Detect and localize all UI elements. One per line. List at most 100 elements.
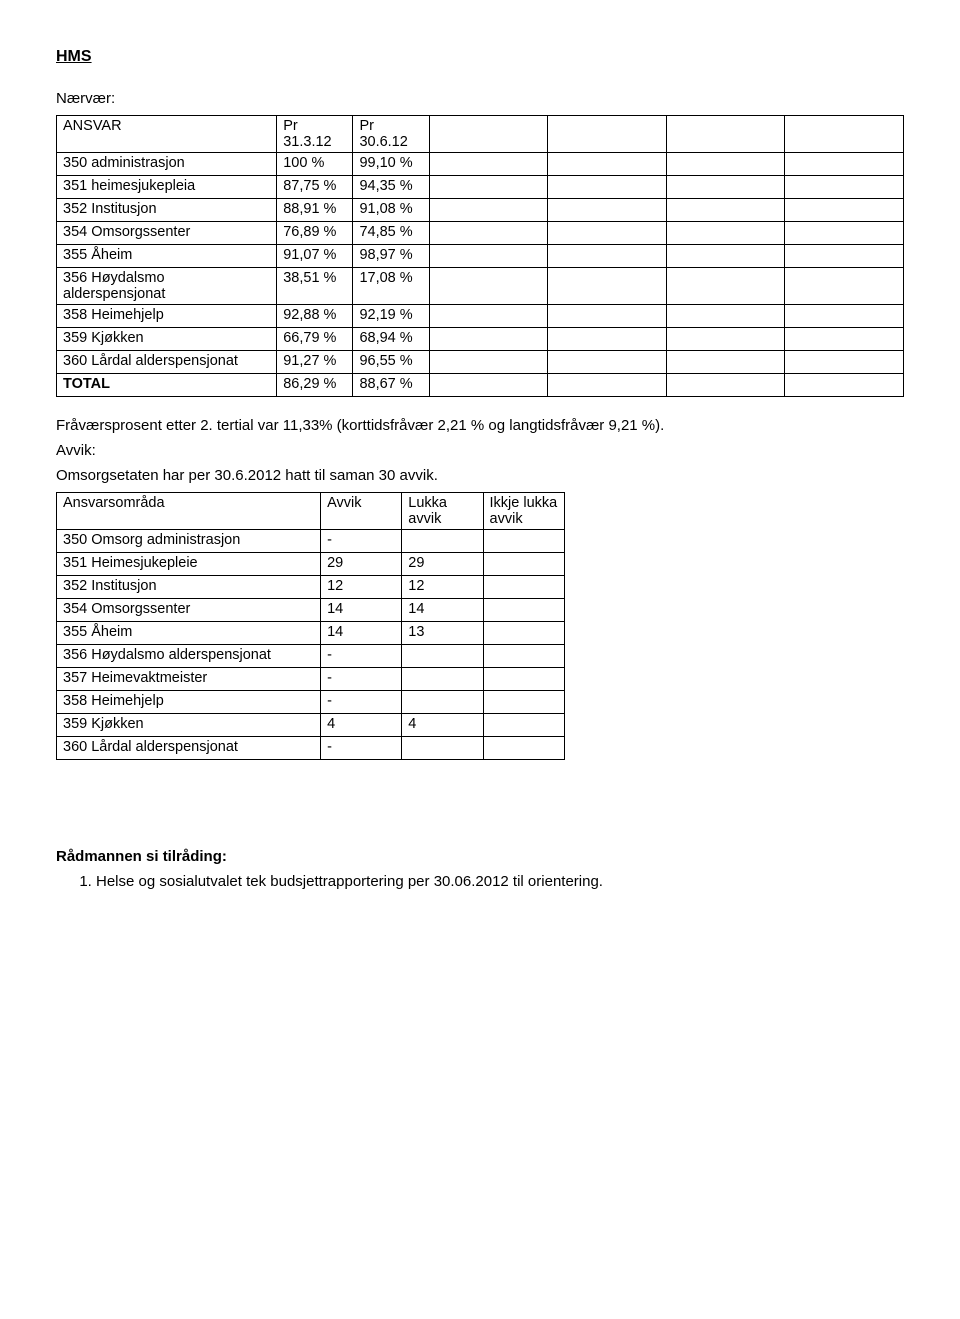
- table-cell: [666, 153, 785, 176]
- table-row: 350 administrasjon100 %99,10 %: [57, 153, 904, 176]
- table-cell: [785, 328, 904, 351]
- table-cell: 88,67 %: [353, 374, 429, 397]
- table-cell: [666, 374, 785, 397]
- table-cell: [483, 530, 564, 553]
- table-cell: [548, 305, 667, 328]
- table-row: 356 Høydalsmo alderspensjonat38,51 %17,0…: [57, 268, 904, 305]
- table-cell: [402, 691, 483, 714]
- table-cell: [429, 176, 548, 199]
- table-cell: 92,19 %: [353, 305, 429, 328]
- table-cell: -: [321, 691, 402, 714]
- table-header-cell: [548, 116, 667, 153]
- table-cell: [483, 737, 564, 760]
- table-cell: 355 Åheim: [57, 622, 321, 645]
- table-header-row: AnsvarsområdaAvvikLukka avvikIkkje lukka…: [57, 493, 565, 530]
- table-row: 360 Lårdal alderspensjonat91,27 %96,55 %: [57, 351, 904, 374]
- table-cell: 99,10 %: [353, 153, 429, 176]
- table-cell: [429, 268, 548, 305]
- table-cell: [548, 328, 667, 351]
- table-cell: 100 %: [277, 153, 353, 176]
- table-cell: [429, 199, 548, 222]
- table-cell: 360 Lårdal alderspensjonat: [57, 351, 277, 374]
- table-cell: [785, 176, 904, 199]
- table-cell: 94,35 %: [353, 176, 429, 199]
- table-row: 356 Høydalsmo alderspensjonat-: [57, 645, 565, 668]
- table-cell: 352 Institusjon: [57, 199, 277, 222]
- table-cell: [483, 599, 564, 622]
- table-row: 350 Omsorg administrasjon-: [57, 530, 565, 553]
- table-cell: [429, 374, 548, 397]
- table-cell: [785, 305, 904, 328]
- table-cell: [429, 245, 548, 268]
- table-cell: 354 Omsorgssenter: [57, 599, 321, 622]
- table-cell: 354 Omsorgssenter: [57, 222, 277, 245]
- table-row: 355 Åheim1413: [57, 622, 565, 645]
- table-cell: 14: [321, 622, 402, 645]
- table-cell: 358 Heimehjelp: [57, 305, 277, 328]
- table-cell: 91,07 %: [277, 245, 353, 268]
- table-cell: [785, 351, 904, 374]
- table-cell: [429, 222, 548, 245]
- table-cell: [483, 622, 564, 645]
- table-cell: 14: [321, 599, 402, 622]
- table-cell: 4: [402, 714, 483, 737]
- table-header-cell: ANSVAR: [57, 116, 277, 153]
- table-cell: 13: [402, 622, 483, 645]
- table-header-cell: Pr 31.3.12: [277, 116, 353, 153]
- table-cell: [548, 176, 667, 199]
- table-cell: [666, 328, 785, 351]
- table-header-cell: [429, 116, 548, 153]
- table-cell: 86,29 %: [277, 374, 353, 397]
- table-cell: [429, 351, 548, 374]
- table-cell: [402, 668, 483, 691]
- table-cell: [402, 737, 483, 760]
- table-cell: 68,94 %: [353, 328, 429, 351]
- table-header-cell: Avvik: [321, 493, 402, 530]
- table-cell: TOTAL: [57, 374, 277, 397]
- table-cell: 66,79 %: [277, 328, 353, 351]
- table-header-cell: [666, 116, 785, 153]
- table-cell: 14: [402, 599, 483, 622]
- table-cell: [429, 328, 548, 351]
- table-cell: [483, 576, 564, 599]
- table-naervaer: ANSVARPr 31.3.12Pr 30.6.12 350 administr…: [56, 115, 904, 397]
- table-cell: [666, 351, 785, 374]
- table-cell: [666, 199, 785, 222]
- table-cell: [402, 530, 483, 553]
- table-cell: -: [321, 737, 402, 760]
- table-cell: 356 Høydalsmo alderspensjonat: [57, 645, 321, 668]
- table-cell: 29: [321, 553, 402, 576]
- table-row: 358 Heimehjelp-: [57, 691, 565, 714]
- table-cell: 91,08 %: [353, 199, 429, 222]
- table-cell: [666, 176, 785, 199]
- table-row: 351 Heimesjukepleie2929: [57, 553, 565, 576]
- table-cell: 358 Heimehjelp: [57, 691, 321, 714]
- table-cell: [666, 268, 785, 305]
- table-cell: 350 administrasjon: [57, 153, 277, 176]
- table-row: 351 heimesjukepleia87,75 %94,35 %: [57, 176, 904, 199]
- table-header-cell: Ansvarsområda: [57, 493, 321, 530]
- table-cell: [483, 668, 564, 691]
- table-cell: [548, 245, 667, 268]
- table-cell: [785, 222, 904, 245]
- table-cell: [402, 645, 483, 668]
- table-header-cell: Lukka avvik: [402, 493, 483, 530]
- table-cell: 29: [402, 553, 483, 576]
- table-cell: -: [321, 645, 402, 668]
- table-cell: 355 Åheim: [57, 245, 277, 268]
- table-cell: 96,55 %: [353, 351, 429, 374]
- table-cell: -: [321, 668, 402, 691]
- table-cell: [785, 374, 904, 397]
- table-cell: [548, 153, 667, 176]
- table-cell: [483, 553, 564, 576]
- table-row: 354 Omsorgssenter1414: [57, 599, 565, 622]
- table-cell: 88,91 %: [277, 199, 353, 222]
- table-cell: [785, 153, 904, 176]
- table-cell: [785, 199, 904, 222]
- table-cell: [785, 245, 904, 268]
- table-cell: 17,08 %: [353, 268, 429, 305]
- table-cell: 12: [402, 576, 483, 599]
- table-avvik: AnsvarsområdaAvvikLukka avvikIkkje lukka…: [56, 492, 565, 760]
- table-header-cell: Pr 30.6.12: [353, 116, 429, 153]
- table-header-cell: Ikkje lukka avvik: [483, 493, 564, 530]
